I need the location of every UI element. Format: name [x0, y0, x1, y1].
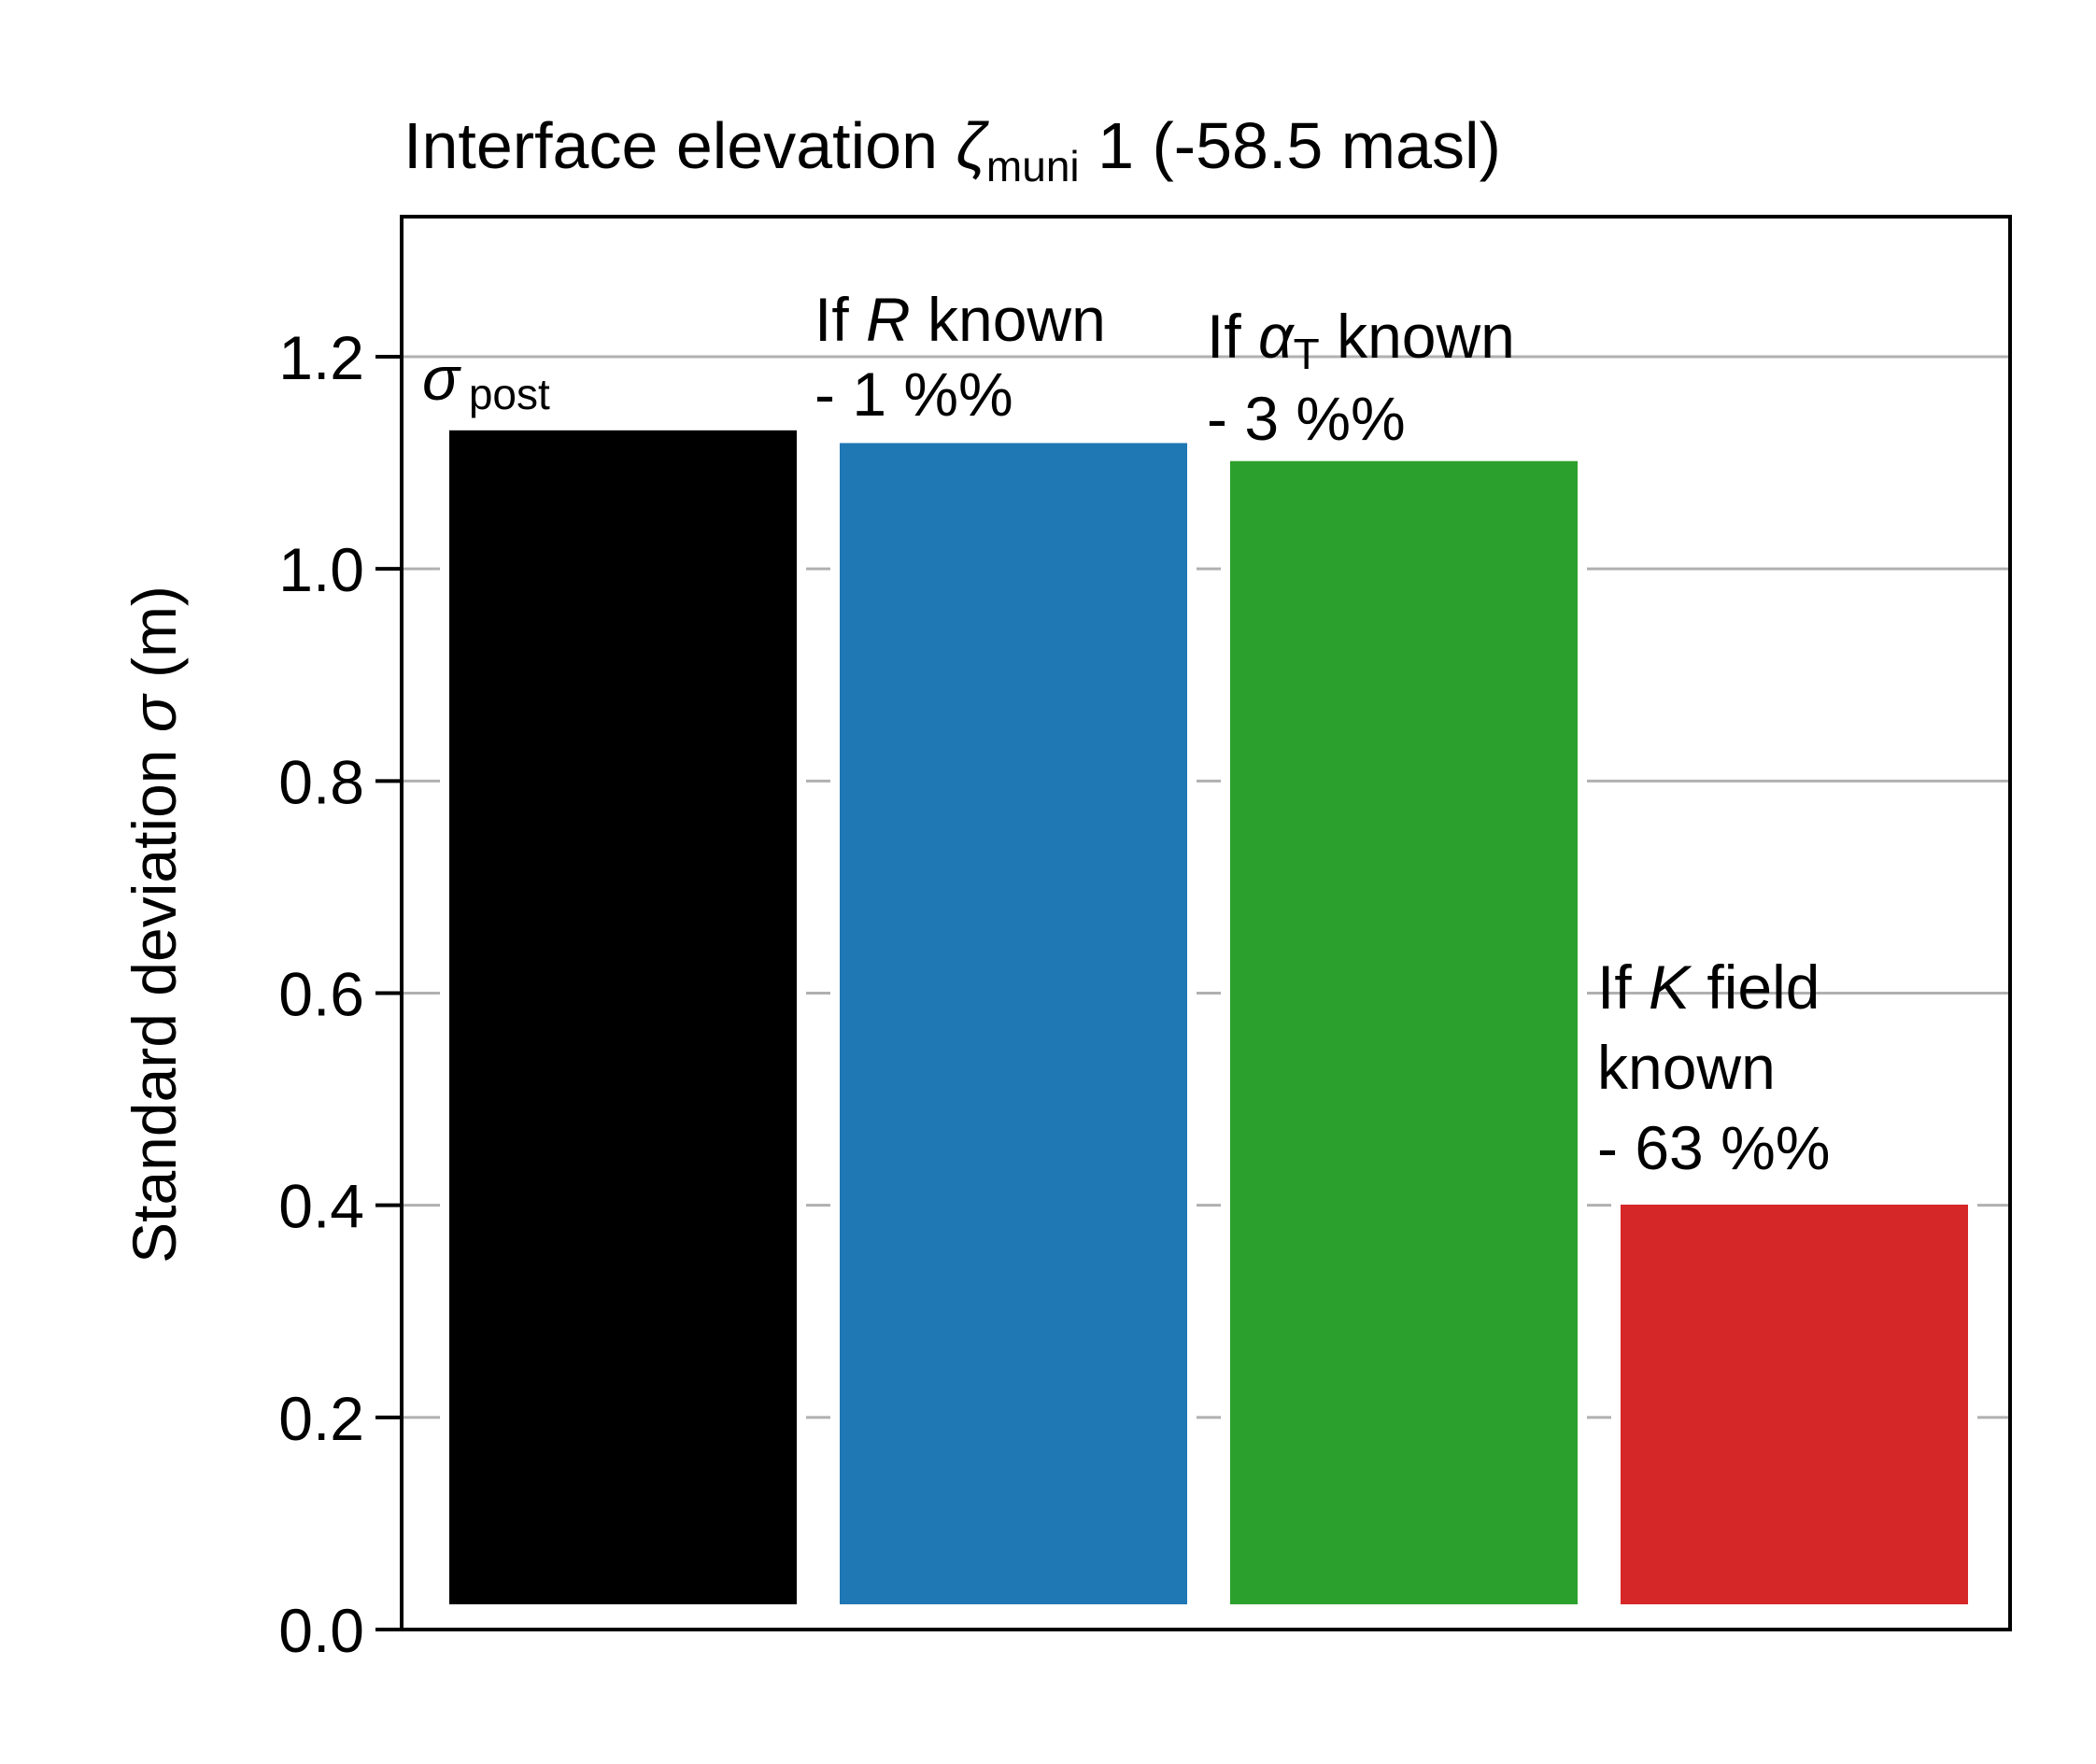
bars: [440, 420, 1977, 1615]
y-tick-label-3: 0.6: [278, 960, 364, 1029]
bar-0: [440, 420, 806, 1614]
bar-2: [1221, 451, 1587, 1615]
annotation-3-prefix: If: [1597, 953, 1649, 1022]
annotation-sigma-post: σ post: [422, 344, 550, 418]
annotation-2-prefix: If: [1207, 302, 1258, 371]
annotation-k-field-known: If K field known - 63 %%: [1597, 953, 1837, 1182]
annotation-3-line2: known: [1597, 1033, 1776, 1102]
annotation-2-symbol: α: [1258, 302, 1296, 371]
annotation-1-suffix: known: [911, 285, 1106, 354]
title-symbol: ζ: [956, 109, 989, 182]
y-axis-label: Standard deviation σ (m): [120, 586, 189, 1263]
annotation-1-symbol: R: [866, 285, 911, 354]
annotation-3-symbol: K: [1649, 953, 1692, 1022]
y-tick-label-2: 0.4: [278, 1172, 364, 1241]
annotation-2-subscript: T: [1294, 330, 1320, 378]
annotation-1-prefix: If: [814, 285, 866, 354]
ylabel-symbol: σ: [120, 693, 189, 732]
ylabel-prefix: Standard deviation: [120, 732, 189, 1263]
y-tick-label-6: 1.2: [278, 323, 364, 392]
annotation-3-line3: - 63 %%: [1597, 1113, 1830, 1182]
annotation-r-known: If R known - 1 %%: [814, 285, 1123, 429]
title-prefix: Interface elevation: [404, 109, 956, 182]
chart-title: Interface elevation ζmuni 1 (-58.5 masl): [404, 109, 1501, 191]
annotation-alpha-t-known: If αT known - 3 %%: [1207, 302, 1532, 453]
title-suffix: 1 (-58.5 masl): [1080, 109, 1501, 182]
y-tick-label-5: 1.0: [278, 535, 364, 604]
y-tick-label-1: 0.2: [278, 1384, 364, 1453]
bar-1: [830, 433, 1197, 1615]
annotation-1-line2: - 1 %%: [814, 360, 1013, 429]
annotation-0-symbol: σ: [422, 344, 461, 413]
ylabel-suffix: (m): [120, 586, 189, 695]
annotation-2-line2: - 3 %%: [1207, 384, 1406, 453]
annotation-3-suffix: field: [1690, 953, 1820, 1022]
title-subscript: muni: [986, 142, 1080, 191]
y-tick-label-0: 0.0: [278, 1596, 364, 1665]
bar-3: [1611, 1194, 1977, 1615]
y-tick-label-4: 0.8: [278, 747, 364, 816]
y-axis-ticks: 0.0 0.2 0.4 0.6 0.8 1.0 1.2: [278, 323, 402, 1665]
plot-frame: [400, 215, 2012, 1631]
annotation-0-subscript: post: [469, 370, 550, 418]
annotation-2-suffix: known: [1320, 302, 1515, 371]
